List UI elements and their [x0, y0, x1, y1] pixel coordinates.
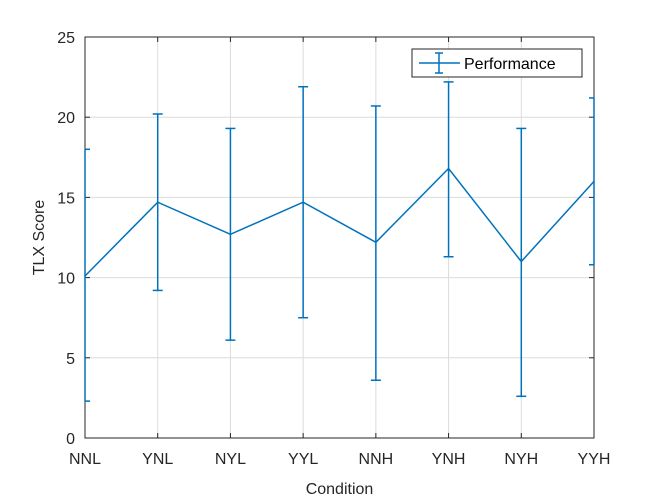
y-tick-label: 15 [57, 190, 75, 207]
legend: Performance [411, 48, 583, 78]
y-tick-label: 20 [57, 110, 75, 127]
x-tick-label: YNL [142, 451, 173, 468]
x-tick-label: YYL [288, 451, 318, 468]
x-tick-label: NYL [215, 451, 246, 468]
x-tick-label: YNH [432, 451, 466, 468]
x-tick-label: NNH [359, 451, 394, 468]
y-axis-label: TLX Score [31, 200, 48, 276]
legend-label-performance: Performance [464, 56, 556, 73]
y-tick-label: 5 [66, 351, 75, 368]
plot-area [84, 36, 595, 439]
x-axis-label: Condition [306, 481, 374, 498]
x-tick-label: NYH [504, 451, 538, 468]
series-line [84, 167, 595, 277]
y-tick-label: 0 [66, 431, 75, 448]
grid-lines [84, 36, 595, 439]
x-tick-label: NNL [69, 451, 101, 468]
y-tick-label: 10 [57, 271, 75, 288]
y-tick-label: 25 [57, 30, 75, 47]
axis-ticks: NNL YNL NYL YYL NNH YNH NYH YYH 0 5 10 15 20 25 [57, 30, 610, 468]
x-tick-label: YYH [578, 451, 611, 468]
series-performance [84, 81, 595, 402]
